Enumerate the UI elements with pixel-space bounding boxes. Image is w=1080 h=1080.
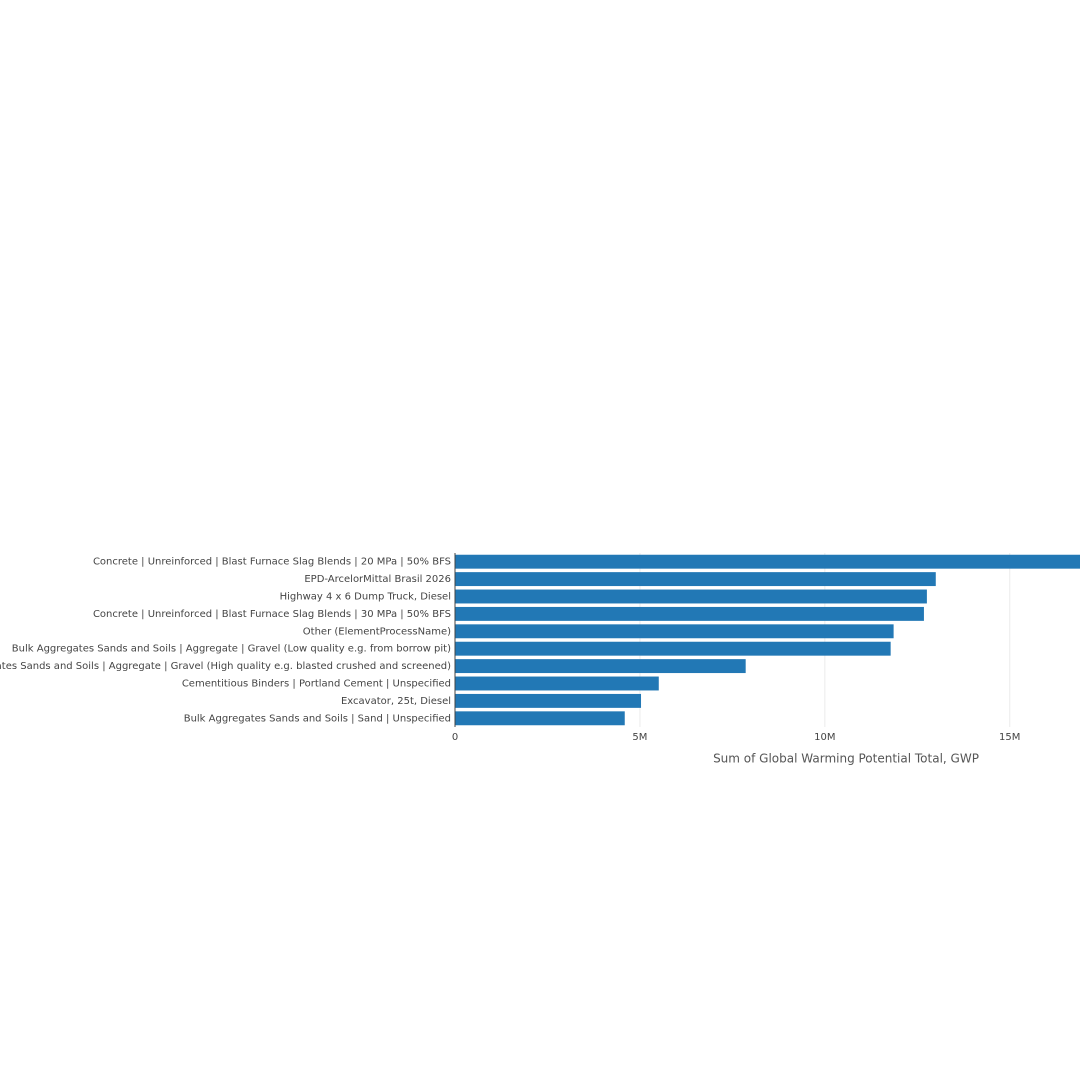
bar bbox=[455, 659, 746, 674]
x-tick-label: 15M bbox=[999, 732, 1020, 743]
y-tick-label: Concrete | Unreinforced | Blast Furnace … bbox=[93, 609, 451, 620]
bars bbox=[455, 554, 1080, 726]
y-tick-label: Excavator, 25t, Diesel bbox=[341, 696, 451, 707]
bar bbox=[455, 589, 927, 604]
bar bbox=[455, 711, 625, 726]
bar bbox=[455, 554, 1080, 569]
x-tick-label: 10M bbox=[814, 732, 835, 743]
bar bbox=[455, 676, 659, 691]
x-tick-label: 0 bbox=[452, 732, 458, 743]
x-tick-label: 5M bbox=[632, 732, 647, 743]
y-tick-label: Bulk Aggregates Sands and Soils | Aggreg… bbox=[0, 661, 451, 672]
bar bbox=[455, 606, 924, 621]
y-tick-label: EPD-ArcelorMittal Brasil 2026 bbox=[304, 574, 451, 585]
y-tick-label: Bulk Aggregates Sands and Soils | Aggreg… bbox=[12, 644, 451, 655]
y-tick-label: Other (ElementProcessName) bbox=[303, 626, 451, 637]
y-tick-label: Concrete | Unreinforced | Blast Furnace … bbox=[93, 557, 451, 568]
bar bbox=[455, 572, 936, 587]
y-tick-label: Cementitious Binders | Portland Cement |… bbox=[182, 679, 451, 690]
bar bbox=[455, 624, 894, 639]
y-tick-label: Bulk Aggregates Sands and Soils | Sand |… bbox=[184, 713, 451, 724]
bar bbox=[455, 641, 891, 656]
x-axis-title: Sum of Global Warming Potential Total, G… bbox=[713, 752, 979, 766]
y-tick-label: Highway 4 x 6 Dump Truck, Diesel bbox=[280, 592, 451, 603]
bar bbox=[455, 693, 642, 708]
